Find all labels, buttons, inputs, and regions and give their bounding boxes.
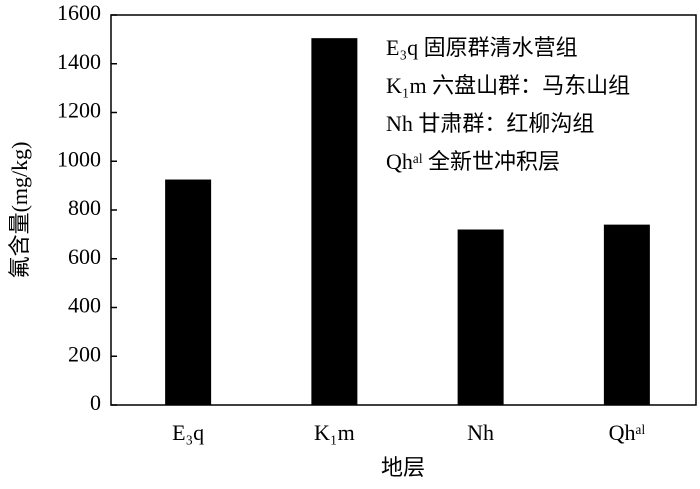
y-tick-label: 1200 (57, 98, 101, 123)
y-tick-label: 400 (68, 293, 101, 318)
x-tick-label: Nh (467, 420, 494, 445)
y-tick-label: 1600 (57, 0, 101, 25)
x-axis-label: 地层 (381, 455, 425, 480)
legend-annotation: Qhᵃˡ 全新世冲积层 (386, 149, 560, 174)
legend-annotation: Nh 甘肃群：红柳沟组 (386, 111, 594, 136)
bar (165, 179, 212, 405)
x-tick-label: Qhᵃˡ (609, 420, 646, 445)
bar (603, 224, 650, 405)
bar (457, 229, 504, 405)
y-tick-label: 600 (68, 244, 101, 269)
x-tick-label: E₃q (172, 420, 204, 445)
y-tick-label: 1000 (57, 146, 101, 171)
y-tick-label: 800 (68, 195, 101, 220)
y-tick-label: 1400 (57, 49, 101, 74)
y-tick-label: 0 (90, 390, 101, 415)
y-axis-label: 氟含量(mg/kg) (7, 142, 32, 279)
y-tick-label: 200 (68, 341, 101, 366)
x-tick-label: K₁m (314, 420, 355, 445)
legend-annotation: K₁m 六盘山群：马东山组 (386, 73, 630, 98)
bar (311, 38, 358, 405)
legend-annotation: E₃q 固原群清水营组 (386, 35, 578, 60)
